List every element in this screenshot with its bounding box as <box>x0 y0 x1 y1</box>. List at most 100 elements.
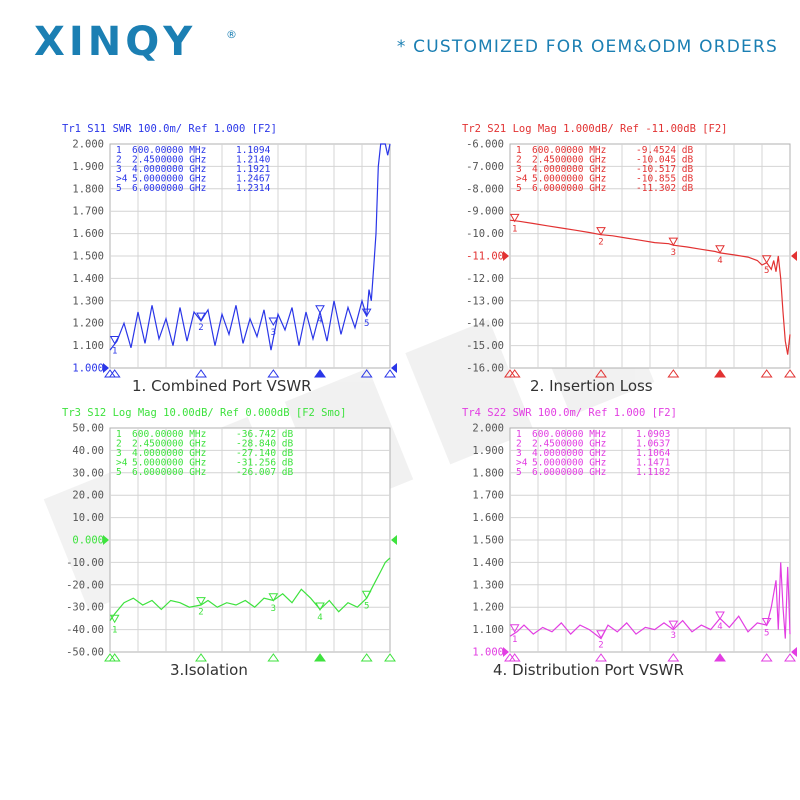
marker-table-label: 3 <box>116 448 122 459</box>
chart-3-svg: Tr3 S12 Log Mag 10.00dB/ Ref 0.000dB [F2… <box>62 407 397 662</box>
chart-header: Tr4 S22 SWR 100.0m/ Ref 1.000 [F2] <box>462 407 677 419</box>
trace-line <box>109 143 391 351</box>
chart-header: Tr2 S21 Log Mag 1.000dB/ Ref -11.00dB [F… <box>462 123 728 135</box>
trace-line <box>509 562 791 640</box>
y-tick-label: 1.200 <box>472 602 504 614</box>
chart-panel-4: Tr4 S22 SWR 100.0m/ Ref 1.000 [F2] 2.000 1… <box>400 402 800 692</box>
y-tick-label: 1.400 <box>472 557 504 569</box>
marker-table-value: -36.742 dB <box>236 429 293 440</box>
y-tick-label: 40.00 <box>72 445 104 457</box>
chart-4-caption: 4. Distribution Port VSWR <box>493 661 684 679</box>
marker-triangle <box>315 305 325 314</box>
y-tick-label: -50.00 <box>66 647 104 659</box>
x-marker-triangle <box>714 653 726 662</box>
x-marker-triangle <box>667 369 680 378</box>
marker-triangle <box>196 597 206 606</box>
x-marker-triangle <box>195 369 207 378</box>
marker-triangle <box>109 335 120 345</box>
brand-logo: XINQY <box>34 19 197 65</box>
marker-table-label: >4 <box>116 458 128 469</box>
y-tick-label: 1.100 <box>472 624 504 636</box>
y-tick-label: 1.200 <box>72 318 104 330</box>
marker-triangle <box>715 611 725 621</box>
y-tick-label: -7.000 <box>466 161 504 173</box>
marker-point-label: 1 <box>512 635 517 645</box>
x-marker-triangle <box>314 653 326 662</box>
y-tick-label: -12.00 <box>466 273 504 285</box>
x-marker-triangle <box>714 369 726 378</box>
x-marker-triangle <box>267 369 280 378</box>
marker-table-label: 1 <box>116 429 122 440</box>
tagline: * CUSTOMIZED FOR OEM&ODM ORDERS <box>396 37 778 57</box>
marker-triangle <box>361 590 372 600</box>
marker-table-label: 2 <box>116 155 122 166</box>
marker-table-value: -26.007 dB <box>236 467 293 478</box>
y-tick-label: 1.700 <box>72 206 104 218</box>
marker-table-freq: 600.00000 MHz <box>132 429 206 440</box>
y-tick-label: -20.00 <box>66 579 104 591</box>
x-marker-triangle <box>760 653 773 662</box>
marker-table-label: 3 <box>516 164 522 175</box>
marker-table-freq: 6.0000000 GHz <box>132 467 206 478</box>
marker-table-value: 1.1471 <box>636 458 671 469</box>
y-tick-label: -30.00 <box>66 602 104 614</box>
marker-table-freq: 4.0000000 GHz <box>532 448 606 459</box>
marker-triangle <box>509 624 520 633</box>
marker-table-freq: 5.0000000 GHz <box>132 458 206 469</box>
y-tick-label: 1.600 <box>72 228 104 240</box>
y-tick-label: 1.300 <box>472 579 504 591</box>
y-tick-label: 1.100 <box>72 340 104 352</box>
chart-1-svg: Tr1 S11 SWR 100.0m/ Ref 1.000 [F2] 2.000 1… <box>62 123 397 378</box>
trace-line <box>109 557 391 621</box>
marker-point-label: 2 <box>598 641 603 651</box>
marker-point-label: 1 <box>512 224 517 234</box>
y-tick-label: -10.00 <box>466 228 504 240</box>
x-marker-triangle <box>360 369 373 378</box>
y-tick-label: 2.000 <box>72 139 104 151</box>
x-start-triangle <box>504 653 516 662</box>
marker-triangle <box>715 245 725 254</box>
ref-level-marker <box>503 647 509 657</box>
chart-panel-2: Tr2 S21 Log Mag 1.000dB/ Ref -11.00dB [F… <box>400 118 800 408</box>
marker-table-freq: 4.0000000 GHz <box>132 164 206 175</box>
y-tick-label: 1.900 <box>72 161 104 173</box>
y-tick-label: 30.00 <box>72 467 104 479</box>
y-tick-label: -6.000 <box>466 139 504 151</box>
marker-point-label: 3 <box>671 631 676 641</box>
x-stop-triangle <box>784 653 796 662</box>
ref-level-marker <box>391 535 397 545</box>
ref-level-marker <box>791 251 797 261</box>
ref-level-marker <box>791 647 797 657</box>
ref-level-marker <box>391 363 397 373</box>
trace-line <box>509 219 791 355</box>
x-marker-triangle <box>314 369 326 378</box>
marker-table-freq: 5.0000000 GHz <box>532 458 606 469</box>
marker-triangle <box>668 237 679 247</box>
marker-point-label: 2 <box>198 323 203 333</box>
chart-2-svg: Tr2 S21 Log Mag 1.000dB/ Ref -11.00dB [F… <box>462 123 797 378</box>
y-tick-label: 10.00 <box>72 512 104 524</box>
y-tick-label: 1.900 <box>472 445 504 457</box>
marker-point-label: 4 <box>717 622 722 632</box>
ref-level-marker <box>103 535 109 545</box>
marker-point-label: 1 <box>112 346 117 356</box>
x-marker-triangle <box>195 653 207 662</box>
marker-table-freq: 5.0000000 GHz <box>132 174 206 185</box>
registered-mark: ® <box>226 28 237 41</box>
marker-table-label: 5 <box>516 467 522 478</box>
marker-table-freq: 2.4500000 GHz <box>132 155 206 166</box>
marker-table-freq: 4.0000000 GHz <box>532 164 606 175</box>
marker-table-value: 1.1921 <box>236 164 271 175</box>
marker-table-label: 5 <box>116 467 122 478</box>
y-tick-label: 1.600 <box>472 512 504 524</box>
marker-triangle <box>761 618 772 627</box>
marker-table-value: -31.256 dB <box>236 458 293 469</box>
y-tick-label: -16.00 <box>466 363 504 375</box>
marker-point-label: 3 <box>671 248 676 258</box>
y-tick-label: -40.00 <box>66 624 104 636</box>
marker-triangle <box>596 227 606 236</box>
marker-point-label: 3 <box>271 604 276 614</box>
marker-table-label: >4 <box>116 174 128 185</box>
marker-table-freq: 2.4500000 GHz <box>132 439 206 450</box>
y-tick-label: -11.00 <box>466 251 504 263</box>
